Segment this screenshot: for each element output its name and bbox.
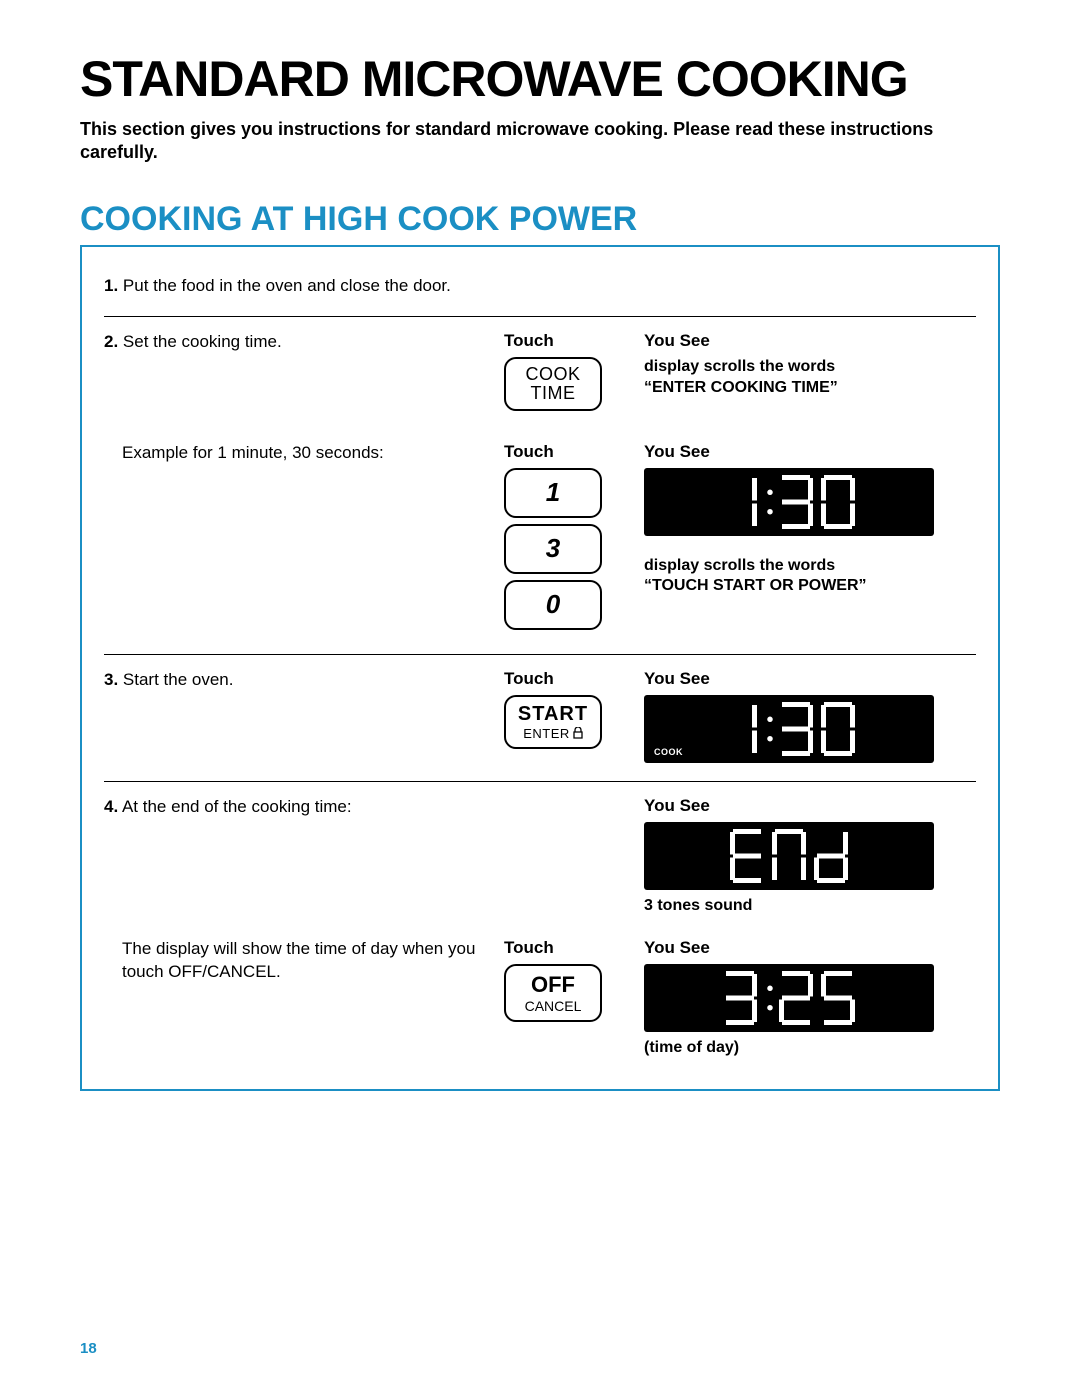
- note-line1: display scrolls the words: [644, 556, 976, 577]
- you-see-label: You See: [644, 796, 976, 816]
- step-text: Put the food in the oven and close the d…: [118, 276, 451, 295]
- cook-time-button[interactable]: COOK TIME: [504, 357, 602, 411]
- display-end: [644, 822, 934, 890]
- page-number: 18: [80, 1340, 97, 1357]
- step-num: 2.: [104, 332, 118, 351]
- note-line1: display scrolls the words: [644, 357, 976, 378]
- instruction-box: 1. Put the food in the oven and close th…: [80, 245, 1000, 1091]
- step-1: 1. Put the food in the oven and close th…: [104, 265, 976, 308]
- touch-label: Touch: [504, 331, 644, 351]
- lock-icon: [573, 727, 583, 739]
- touch-label: Touch: [504, 938, 644, 958]
- step-text: At the end of the cooking time:: [118, 797, 351, 816]
- section-title: COOKING AT HIGH COOK POWER: [80, 200, 1000, 239]
- you-see-label: You See: [644, 442, 976, 462]
- button-line2: CANCEL: [506, 998, 600, 1014]
- keypad-0-button[interactable]: 0: [504, 580, 602, 630]
- step-num: 1.: [104, 276, 118, 295]
- button-line1: START: [506, 703, 600, 726]
- off-cancel-text: The display will show the time of day wh…: [122, 939, 475, 981]
- touch-label: Touch: [504, 442, 644, 462]
- step-4: 4. At the end of the cooking time: You S…: [104, 781, 976, 927]
- display-130: [644, 468, 934, 536]
- button-line2: TIME: [506, 384, 600, 403]
- step-num: 3.: [104, 670, 118, 689]
- step-4b: The display will show the time of day wh…: [104, 926, 976, 1069]
- keypad-1-button[interactable]: 1: [504, 468, 602, 518]
- step-num: 4.: [104, 797, 118, 816]
- time-of-day-note: (time of day): [644, 1038, 976, 1059]
- you-see-label: You See: [644, 669, 976, 689]
- step-3: 3. Start the oven. Touch START ENTER You…: [104, 654, 976, 773]
- keypad-3-button[interactable]: 3: [504, 524, 602, 574]
- display-time-of-day: [644, 964, 934, 1032]
- step-text: Start the oven.: [118, 670, 233, 689]
- off-cancel-button[interactable]: OFF CANCEL: [504, 964, 602, 1022]
- tones-note: 3 tones sound: [644, 896, 976, 917]
- step-text: Set the cooking time.: [118, 332, 281, 351]
- cook-indicator: COOK: [654, 747, 683, 757]
- button-line2: ENTER: [523, 726, 570, 741]
- example-text: Example for 1 minute, 30 seconds:: [122, 443, 384, 462]
- button-line1: OFF: [506, 972, 600, 998]
- button-line1: COOK: [506, 365, 600, 384]
- you-see-label: You See: [644, 938, 976, 958]
- note-line2: “TOUCH START OR POWER”: [644, 576, 976, 597]
- touch-label: Touch: [504, 669, 644, 689]
- step-2: 2. Set the cooking time. Touch COOK TIME…: [104, 316, 976, 427]
- main-title: STANDARD MICROWAVE COOKING: [80, 50, 1000, 108]
- intro-text: This section gives you instructions for …: [80, 118, 1000, 165]
- note-line2: “ENTER COOKING TIME”: [644, 378, 976, 399]
- step-2-example: Example for 1 minute, 30 seconds: Touch …: [104, 427, 976, 646]
- start-button[interactable]: START ENTER: [504, 695, 602, 749]
- display-130-cook: COOK: [644, 695, 934, 763]
- you-see-label: You See: [644, 331, 976, 351]
